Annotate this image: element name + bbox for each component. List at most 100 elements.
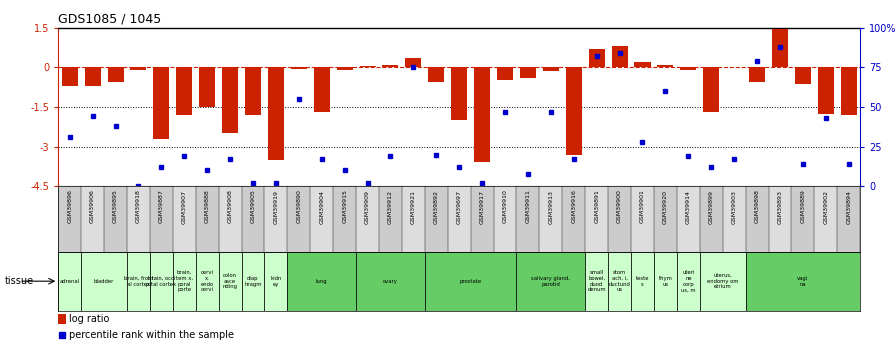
Bar [405,58,421,67]
Bar [631,186,654,252]
Text: brain, occi
pital cortex: brain, occi pital cortex [146,276,177,287]
Bar [291,67,306,69]
Text: GSM39903: GSM39903 [732,189,737,224]
Text: GSM39889: GSM39889 [800,189,806,224]
Text: GSM39890: GSM39890 [297,189,301,224]
Text: GSM39917: GSM39917 [479,189,485,224]
Bar [222,67,238,134]
Text: vagi
na: vagi na [797,276,808,287]
Bar [772,29,788,67]
Bar [288,252,356,310]
Bar [127,186,150,252]
Text: GSM39891: GSM39891 [594,189,599,224]
Bar [448,186,470,252]
Text: GSM39901: GSM39901 [640,189,645,224]
Text: GSM39888: GSM39888 [204,189,210,223]
Bar [245,67,261,115]
Bar [676,252,700,310]
Text: GSM39887: GSM39887 [159,189,164,224]
Bar [516,252,585,310]
Bar [173,186,195,252]
Bar [195,252,219,310]
Bar [749,67,765,82]
Text: percentile rank within the sample: percentile rank within the sample [70,331,235,340]
Text: GSM39899: GSM39899 [709,189,714,224]
Text: brain,
tem x,
poral
porte: brain, tem x, poral porte [176,270,193,292]
Bar [195,186,219,252]
Bar [310,186,333,252]
Bar [58,252,82,310]
Text: small
bowel,
duod
denum: small bowel, duod denum [588,270,606,292]
Bar [723,186,745,252]
Bar [539,186,563,252]
Bar [543,67,559,71]
Bar [585,186,608,252]
Text: GSM39910: GSM39910 [503,189,507,224]
Bar [173,252,195,310]
Text: GSM39902: GSM39902 [823,189,828,224]
Text: GDS1085 / 1045: GDS1085 / 1045 [58,12,161,25]
Bar [703,67,719,112]
Text: adrenal: adrenal [60,279,80,284]
Text: GSM39894: GSM39894 [846,189,851,224]
Text: lung: lung [316,279,328,284]
Bar [219,186,242,252]
Bar [840,67,857,115]
Text: kidn
ey: kidn ey [271,276,281,287]
Text: uteri
ne
corp
us, m: uteri ne corp us, m [681,270,695,292]
Bar [356,186,379,252]
Bar [337,67,353,70]
Bar [242,186,264,252]
Text: GSM39909: GSM39909 [365,189,370,224]
Bar [814,186,837,252]
Text: GSM39918: GSM39918 [136,189,141,224]
Bar [150,252,173,310]
Bar [219,252,242,310]
Bar [837,186,860,252]
Bar [769,186,791,252]
Text: GSM39900: GSM39900 [617,189,622,224]
Text: GSM39916: GSM39916 [572,189,576,224]
Bar [654,252,676,310]
Bar [680,67,696,70]
Bar [565,67,582,155]
Text: GSM39912: GSM39912 [388,189,393,224]
Bar [359,66,375,67]
Bar [818,67,834,114]
Text: diap
hragm: diap hragm [245,276,262,287]
Bar [520,67,536,78]
Bar [676,186,700,252]
Bar [425,252,516,310]
Text: GSM39893: GSM39893 [778,189,782,224]
Text: GSM39919: GSM39919 [273,189,279,224]
Text: stom
ach, i,
ductund
us: stom ach, i, ductund us [608,270,631,292]
Text: tissue: tissue [4,276,34,286]
Bar [264,252,288,310]
Text: GSM39911: GSM39911 [525,189,530,224]
Bar [356,252,425,310]
Bar [153,67,169,139]
Text: uterus,
endomy om
etrium: uterus, endomy om etrium [707,273,738,289]
Text: ovary: ovary [383,279,398,284]
Text: teste
s: teste s [636,276,650,287]
Bar [268,67,284,160]
Bar [700,252,745,310]
Bar [288,186,310,252]
Bar [795,67,811,85]
Bar [452,67,467,120]
Text: GSM39920: GSM39920 [663,189,668,224]
Bar [470,186,494,252]
Bar [131,67,146,70]
Bar [58,186,82,252]
Text: GSM39904: GSM39904 [319,189,324,224]
Bar [264,186,288,252]
Bar [84,67,100,86]
Text: cervi
x,
endo
cervi: cervi x, endo cervi [201,270,214,292]
Bar [654,186,676,252]
Text: salivary gland,
parotid: salivary gland, parotid [531,276,570,287]
Bar [333,186,356,252]
Text: GSM39906: GSM39906 [90,189,95,224]
Bar [108,67,124,82]
Bar [634,62,650,67]
Text: GSM39892: GSM39892 [434,189,439,224]
